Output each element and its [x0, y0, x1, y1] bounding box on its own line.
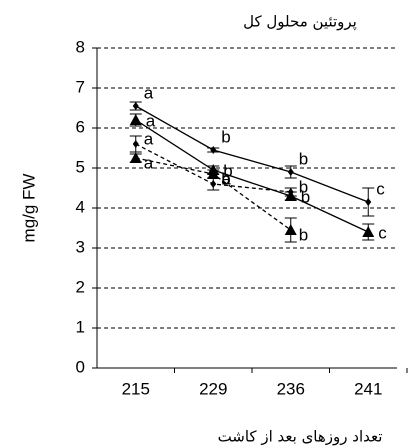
y-tick-label: 8	[76, 37, 85, 56]
data-label: a	[221, 169, 231, 188]
y-tick-label: 1	[76, 317, 85, 336]
marker	[210, 180, 217, 188]
data-label: b	[299, 225, 308, 244]
x-tick-label: 229	[199, 379, 227, 398]
marker	[362, 226, 375, 237]
x-tick-label: 215	[122, 379, 150, 398]
data-label: b	[221, 169, 230, 188]
y-tick-label: 3	[76, 237, 85, 256]
chart-title: پروتئین محلول کل	[243, 13, 357, 32]
data-label: c	[376, 179, 385, 198]
marker	[132, 140, 139, 148]
x-tick-label: 236	[277, 379, 305, 398]
data-label: b	[221, 127, 230, 146]
data-label: b	[301, 187, 310, 206]
marker	[284, 224, 297, 235]
data-label: c	[378, 223, 387, 242]
y-tick-label: 7	[76, 77, 85, 96]
marker	[132, 102, 139, 110]
y-tick-label: 0	[76, 357, 85, 376]
marker	[129, 114, 142, 125]
y-tick-label: 4	[76, 197, 85, 216]
y-tick-label: 6	[76, 117, 85, 136]
y-tick-label: 2	[76, 277, 85, 296]
x-axis-label: تعداد روزهای بعد از کاشت	[218, 428, 383, 446]
marker	[365, 198, 372, 206]
marker	[129, 152, 142, 163]
marker	[207, 168, 220, 179]
data-label: b	[223, 161, 232, 180]
data-label: a	[144, 153, 154, 172]
y-tick-label: 5	[76, 157, 85, 176]
data-label: a	[146, 111, 156, 130]
series-line	[135, 105, 369, 203]
data-label: a	[144, 129, 154, 148]
data-label: b	[299, 177, 308, 196]
data-label: b	[299, 149, 308, 168]
x-tick-label: 241	[354, 379, 382, 398]
marker	[287, 188, 294, 196]
data-label: a	[144, 83, 154, 102]
y-axis-label: mg/g FW	[19, 174, 38, 243]
series-line	[135, 119, 369, 233]
marker	[287, 168, 294, 176]
marker	[210, 146, 217, 154]
